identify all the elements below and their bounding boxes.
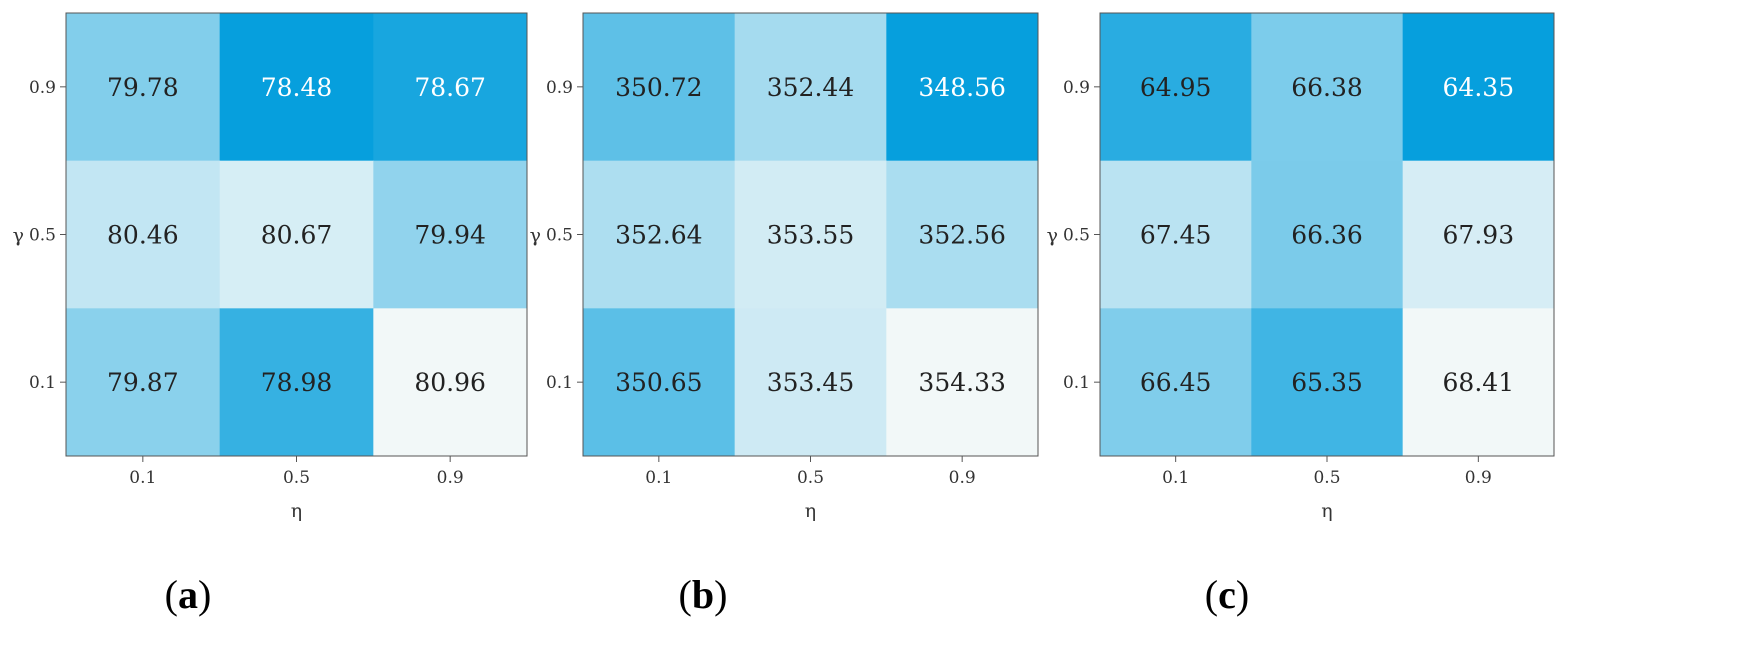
x-tick-label: 0.5	[283, 468, 310, 488]
cell-value-label: 353.55	[767, 221, 854, 250]
x-axis-label: η	[291, 500, 302, 522]
heatmap-cell	[1402, 160, 1555, 309]
x-tick-label: 0.9	[949, 468, 976, 488]
heatmap-cell	[734, 308, 887, 457]
cell-value-label: 80.46	[107, 221, 179, 250]
panel-label: (b)	[679, 572, 728, 617]
cell-value-label: 68.41	[1443, 368, 1515, 397]
y-tick-label: 0.1	[29, 373, 56, 393]
cell-value-label: 79.78	[107, 73, 179, 102]
cell-value-label: 79.94	[414, 221, 486, 250]
heatmap-cell	[583, 160, 736, 309]
cell-value-label: 80.96	[414, 368, 486, 397]
x-tick-label: 0.1	[645, 468, 672, 488]
cell-value-label: 352.64	[615, 221, 702, 250]
heatmap-cell	[1402, 13, 1555, 162]
heatmap-cell	[219, 160, 374, 309]
y-axis-label: γ	[1047, 225, 1058, 247]
heatmap-cell	[1100, 308, 1252, 457]
y-tick-label: 0.9	[1063, 78, 1090, 98]
x-axis-label: η	[805, 500, 816, 522]
y-tick-label: 0.5	[546, 226, 573, 246]
cell-value-label: 350.72	[615, 73, 702, 102]
heatmap-cell	[886, 308, 1039, 457]
heatmap-cell	[734, 160, 887, 309]
heatmap-cell	[66, 13, 221, 162]
x-tick-label: 0.1	[1162, 468, 1189, 488]
cell-value-label: 67.93	[1443, 221, 1515, 250]
cell-value-label: 64.95	[1140, 73, 1212, 102]
cell-value-label: 64.35	[1443, 73, 1515, 102]
x-tick-label: 0.1	[129, 468, 156, 488]
cell-value-label: 352.56	[918, 221, 1005, 250]
cell-value-label: 348.56	[918, 73, 1005, 102]
x-tick-label: 0.5	[797, 468, 824, 488]
cell-value-label: 80.67	[261, 221, 333, 250]
cell-value-label: 66.38	[1291, 73, 1363, 102]
x-tick-label: 0.9	[1465, 468, 1492, 488]
x-tick-label: 0.5	[1313, 468, 1340, 488]
heatmap-cell	[1251, 13, 1404, 162]
heatmap-cell	[66, 308, 221, 457]
panel-label: (c)	[1205, 572, 1249, 617]
cell-value-label: 352.44	[767, 73, 854, 102]
y-tick-label: 0.5	[29, 226, 56, 246]
y-tick-label: 0.5	[1063, 226, 1090, 246]
cell-value-label: 65.35	[1291, 368, 1363, 397]
heatmap-cell	[1251, 160, 1404, 309]
cell-value-label: 78.48	[261, 73, 333, 102]
heatmap-cell	[219, 13, 374, 162]
y-axis-label: γ	[13, 225, 24, 247]
heatmap-panel-c: 64.95 66.38 64.35 67.45 66.36 67.93 66.45 65.35…	[1047, 12, 1555, 617]
heatmap-cell	[734, 13, 887, 162]
heatmap-cell	[1100, 160, 1252, 309]
heatmap-cell	[1251, 308, 1404, 457]
cell-value-label: 66.36	[1291, 221, 1363, 250]
heatmap-panel-b: 350.72 352.44 348.56 352.64 353.55 352.56 350.…	[530, 12, 1039, 617]
cell-value-label: 66.45	[1140, 368, 1212, 397]
heatmap-cell	[886, 13, 1039, 162]
x-axis-label: η	[1321, 500, 1332, 522]
heatmap-cell	[219, 308, 374, 457]
heatmap-cell	[373, 160, 528, 309]
cell-value-label: 79.87	[107, 368, 179, 397]
x-tick-label: 0.9	[437, 468, 464, 488]
cell-value-label: 350.65	[615, 368, 702, 397]
heatmap-cell	[373, 308, 528, 457]
cell-value-label: 354.33	[918, 368, 1005, 397]
panel-label: (a)	[165, 572, 212, 617]
heatmap-cell	[583, 13, 736, 162]
y-tick-label: 0.9	[29, 78, 56, 98]
heatmap-cell	[373, 13, 528, 162]
cell-value-label: 78.98	[261, 368, 333, 397]
y-tick-label: 0.9	[546, 78, 573, 98]
heatmap-cell	[886, 160, 1039, 309]
heatmap-cell	[1100, 13, 1252, 162]
cell-value-label: 353.45	[767, 368, 854, 397]
cell-value-label: 67.45	[1140, 221, 1212, 250]
y-tick-label: 0.1	[546, 373, 573, 393]
cell-value-label: 78.67	[414, 73, 486, 102]
y-tick-label: 0.1	[1063, 373, 1090, 393]
heatmap-cell	[1402, 308, 1555, 457]
heatmap-cell	[583, 308, 736, 457]
heatmap-panel-a: 79.78 78.48 78.67 80.46 80.67 79.94 79.87 78.98…	[13, 12, 528, 617]
y-axis-label: γ	[530, 225, 541, 247]
heatmap-cell	[66, 160, 221, 309]
